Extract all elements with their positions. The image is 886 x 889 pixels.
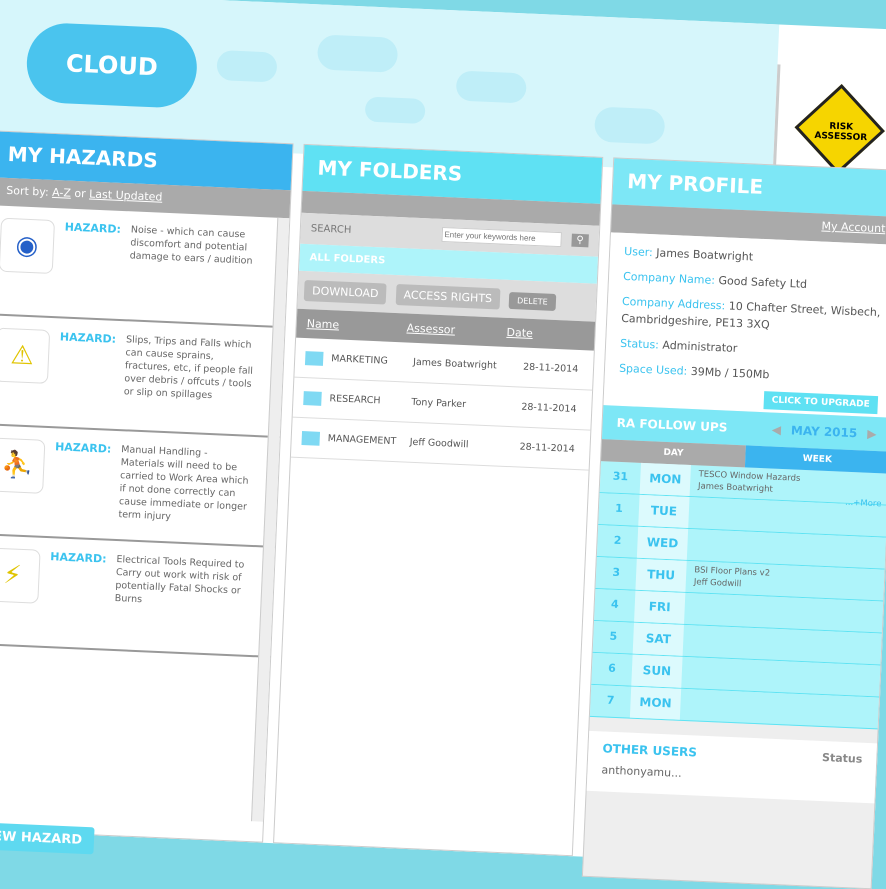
search-icon[interactable]: ⚲ [571,233,589,248]
search-input[interactable] [441,226,562,248]
hazard-description: Manual Handling - Materials will need to… [118,444,249,523]
month-label: MAY 2015 [790,423,858,441]
folder-icon [304,350,324,366]
add-new-hazard-button[interactable]: ADD NEW HAZARD [0,820,95,855]
slip-trip-warning-icon: ⚠ [0,327,51,384]
folder-assessor: Jeff Goodwill [409,436,469,451]
hazard-description: Electrical Tools Required to Carry out w… [114,554,245,606]
manual-handling-icon: ⛹ [0,437,46,494]
folder-assessor: James Boatwright [412,356,497,372]
folder-name: RESEARCH [329,393,381,407]
hazard-label: HAZARD: [54,440,112,456]
hazard-description: Noise - which can cause discomfort and p… [129,224,253,267]
access-rights-button[interactable]: ACCESS RIGHTS [395,283,501,310]
folder-date: 28-11-2014 [519,441,575,455]
my-profile-panel: MY PROFILE My Account User: James Boatwr… [581,157,886,889]
sort-last-updated-link[interactable]: Last Updated [88,187,163,204]
user-item[interactable]: anthonyamu... [601,763,682,780]
upgrade-button[interactable]: CLICK TO UPGRADE [763,391,879,415]
next-month-icon[interactable]: ▶ [866,426,877,442]
hazard-label: HAZARD: [59,330,117,346]
hazard-label: HAZARD: [50,550,107,566]
folder-icon [303,390,322,406]
col-date[interactable]: Date [506,325,534,340]
hazard-item[interactable]: ⛹ HAZARD: Manual Handling - Materials will… [0,425,280,548]
folder-assessor: Tony Parker [411,396,467,411]
hazard-description: Slips, Trips and Falls which can cause s… [123,334,254,402]
folder-date: 28-11-2014 [521,401,577,415]
download-button[interactable]: DOWNLOAD [303,280,388,305]
my-folders-panel: MY FOLDERS SEARCH ⚲ ALL FOLDERS DOWNLOAD… [273,143,604,857]
hazard-item[interactable]: ◉ HAZARD: Noise - which can cause discomfo… [0,205,290,329]
status-header: Status [821,751,863,766]
my-hazards-panel: MY HAZARDS Sort by: A-Z or Last Updated … [0,130,294,855]
col-name[interactable]: Name [306,317,340,332]
folder-icon [301,430,321,446]
delete-button[interactable]: DELETE [508,291,557,311]
ear-protection-icon: ◉ [0,217,56,275]
cloud-logo[interactable]: CLOUD [25,21,199,110]
folder-name: MARKETING [331,353,389,367]
my-account-link[interactable]: My Account [821,219,886,236]
sort-az-link[interactable]: A-Z [51,185,72,200]
other-users-title: OTHER USERS [602,741,698,760]
electrical-warning-icon: ⚡ [0,547,41,604]
hazard-item[interactable]: ⚡ HAZARD: Electrical Tools Required to Car… [0,534,275,658]
folder-date: 28-11-2014 [522,361,579,376]
hazard-label: HAZARD: [64,220,122,236]
search-label: SEARCH [310,223,352,236]
followups-title: RA FOLLOW UPS [616,415,728,435]
hazard-item[interactable]: ⚠ HAZARD: Slips, Trips and Falls which can… [0,315,285,439]
folder-name: MANAGEMENT [327,433,397,448]
prev-month-icon[interactable]: ◀ [771,422,782,437]
col-assessor[interactable]: Assessor [406,321,456,337]
